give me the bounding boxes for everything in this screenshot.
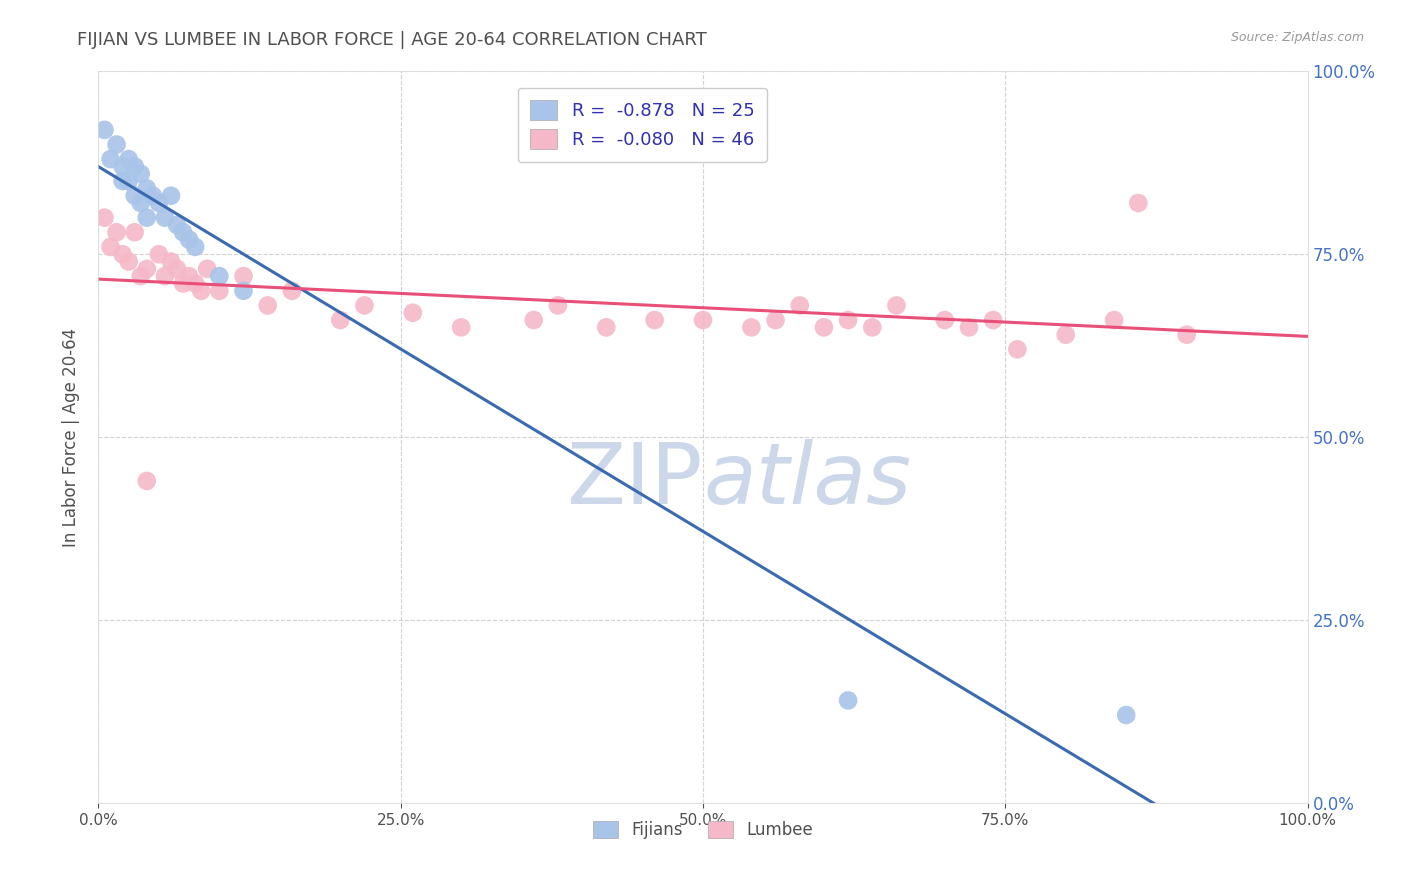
Point xyxy=(1102,313,1125,327)
Point xyxy=(595,320,617,334)
Point xyxy=(1115,708,1137,723)
Point xyxy=(135,211,157,225)
Point xyxy=(353,298,375,312)
Point xyxy=(172,225,194,239)
Point xyxy=(208,284,231,298)
Point xyxy=(860,320,883,334)
Point xyxy=(692,313,714,327)
Point xyxy=(934,313,956,327)
Point xyxy=(837,313,859,327)
Point xyxy=(135,261,157,276)
Point xyxy=(166,218,188,232)
Point xyxy=(153,211,176,225)
Point xyxy=(547,298,569,312)
Point xyxy=(105,225,128,239)
Point xyxy=(232,269,254,284)
Point xyxy=(135,181,157,195)
Point xyxy=(789,298,811,312)
Point xyxy=(93,123,115,137)
Point xyxy=(160,188,183,202)
Point xyxy=(118,152,141,166)
Point xyxy=(195,261,218,276)
Point xyxy=(813,320,835,334)
Point xyxy=(837,693,859,707)
Point xyxy=(100,152,122,166)
Point xyxy=(100,240,122,254)
Point xyxy=(256,298,278,312)
Point xyxy=(135,474,157,488)
Point xyxy=(740,320,762,334)
Point xyxy=(1007,343,1029,357)
Legend: Fijians, Lumbee: Fijians, Lumbee xyxy=(586,814,820,846)
Point xyxy=(118,174,141,188)
Point xyxy=(957,320,980,334)
Point xyxy=(1054,327,1077,342)
Point xyxy=(190,284,212,298)
Point xyxy=(886,298,908,312)
Point xyxy=(129,167,152,181)
Point xyxy=(148,196,170,211)
Point xyxy=(179,233,201,247)
Point xyxy=(1175,327,1198,342)
Point xyxy=(644,313,666,327)
Point xyxy=(981,313,1004,327)
Point xyxy=(111,174,134,188)
Point xyxy=(1128,196,1150,211)
Point xyxy=(166,261,188,276)
Point xyxy=(208,269,231,284)
Point xyxy=(142,188,165,202)
Point xyxy=(160,254,183,268)
Text: atlas: atlas xyxy=(703,440,911,523)
Point xyxy=(232,284,254,298)
Point xyxy=(111,247,134,261)
Point xyxy=(184,240,207,254)
Point xyxy=(765,313,787,327)
Point xyxy=(124,225,146,239)
Point xyxy=(172,277,194,291)
Point xyxy=(450,320,472,334)
Text: FIJIAN VS LUMBEE IN LABOR FORCE | AGE 20-64 CORRELATION CHART: FIJIAN VS LUMBEE IN LABOR FORCE | AGE 20… xyxy=(77,31,707,49)
Point xyxy=(153,269,176,284)
Point xyxy=(184,277,207,291)
Point xyxy=(111,160,134,174)
Point xyxy=(124,188,146,202)
Point xyxy=(148,247,170,261)
Point xyxy=(129,196,152,211)
Y-axis label: In Labor Force | Age 20-64: In Labor Force | Age 20-64 xyxy=(62,327,80,547)
Point xyxy=(179,269,201,284)
Point xyxy=(118,254,141,268)
Point xyxy=(523,313,546,327)
Point xyxy=(129,269,152,284)
Text: ZIP: ZIP xyxy=(567,440,703,523)
Point xyxy=(105,137,128,152)
Point xyxy=(281,284,304,298)
Point xyxy=(402,306,425,320)
Point xyxy=(329,313,352,327)
Text: Source: ZipAtlas.com: Source: ZipAtlas.com xyxy=(1230,31,1364,45)
Point xyxy=(93,211,115,225)
Point xyxy=(124,160,146,174)
